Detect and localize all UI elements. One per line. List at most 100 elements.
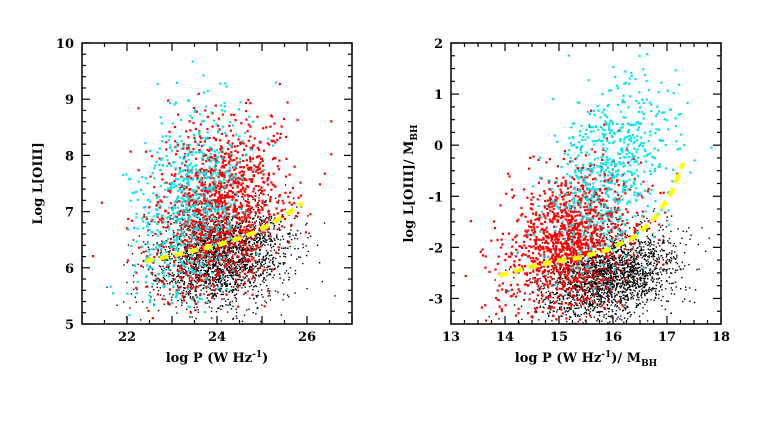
- scatter-point-black: [262, 235, 265, 238]
- scatter-point-black: [227, 259, 229, 261]
- scatter-point-black: [250, 195, 253, 197]
- scatter-point-red: [223, 236, 226, 239]
- scatter-point-black: [232, 251, 234, 253]
- scatter-point-black: [229, 240, 231, 242]
- scatter-point-red: [156, 248, 159, 251]
- scatter-point-cyan: [205, 197, 208, 200]
- scatter-point-black: [255, 312, 257, 315]
- scatter-point-cyan: [165, 154, 168, 158]
- scatter-point-black: [159, 294, 162, 296]
- scatter-point-black: [240, 233, 242, 235]
- scatter-point-black: [210, 256, 213, 258]
- scatter-point-black: [570, 275, 572, 277]
- scatter-point-cyan: [176, 219, 179, 222]
- scatter-point-black: [588, 290, 590, 293]
- scatter-point-black: [236, 278, 239, 281]
- scatter-point-black: [209, 276, 212, 278]
- scatter-point-red: [151, 317, 154, 320]
- scatter-point-cyan: [154, 164, 157, 167]
- scatter-point-cyan: [187, 158, 190, 161]
- right-points: [464, 53, 713, 324]
- scatter-point-black: [262, 259, 264, 261]
- scatter-point-black: [226, 250, 228, 252]
- scatter-point-black: [212, 293, 214, 295]
- scatter-point-red: [152, 261, 155, 264]
- scatter-point-red: [214, 104, 217, 107]
- scatter-point-red: [226, 195, 229, 198]
- scatter-point-red: [272, 134, 275, 137]
- scatter-point-black: [628, 285, 631, 287]
- scatter-point-cyan: [172, 183, 175, 186]
- scatter-point-black: [201, 266, 203, 268]
- scatter-point-red: [245, 251, 248, 254]
- scatter-point-black: [270, 238, 273, 241]
- scatter-point-black: [223, 251, 226, 253]
- scatter-point-black: [282, 262, 284, 264]
- scatter-point-red: [250, 177, 253, 181]
- scatter-point-black: [563, 308, 566, 310]
- scatter-point-black: [280, 220, 282, 223]
- scatter-point-red: [258, 163, 261, 166]
- scatter-point-black: [232, 224, 234, 227]
- scatter-point-black: [610, 267, 612, 270]
- scatter-point-red: [217, 233, 220, 236]
- scatter-point-cyan: [167, 187, 170, 190]
- scatter-point-black: [558, 276, 561, 279]
- scatter-point-cyan: [196, 200, 200, 203]
- scatter-point-black: [209, 287, 211, 290]
- scatter-point-black: [133, 288, 135, 291]
- scatter-point-black: [643, 258, 645, 260]
- scatter-point-cyan: [170, 182, 173, 185]
- scatter-point-black: [253, 286, 255, 288]
- scatter-point-red: [219, 148, 222, 151]
- scatter-point-red: [196, 257, 200, 260]
- scatter-point-red: [228, 195, 232, 198]
- scatter-point-black: [189, 283, 191, 285]
- scatter-point-black: [573, 262, 575, 264]
- scatter-point-red: [230, 184, 233, 187]
- scatter-point-black: [222, 269, 224, 271]
- scatter-point-cyan: [217, 228, 220, 231]
- scatter-point-black: [224, 276, 226, 278]
- scatter-point-black: [273, 274, 275, 276]
- scatter-point-red: [197, 211, 200, 214]
- scatter-point-cyan: [217, 172, 220, 175]
- scatter-point-cyan: [177, 183, 180, 186]
- scatter-point-red: [185, 224, 188, 227]
- scatter-point-black: [208, 251, 210, 253]
- scatter-point-red: [218, 181, 221, 184]
- scatter-point-black: [647, 264, 649, 267]
- scatter-point-black: [488, 315, 490, 318]
- scatter-point-red: [202, 193, 205, 196]
- scatter-point-black: [200, 206, 203, 208]
- scatter-point-cyan: [177, 195, 180, 198]
- scatter-point-cyan: [213, 188, 216, 191]
- scatter-point-cyan: [221, 181, 224, 184]
- scatter-point-cyan: [187, 219, 190, 222]
- scatter-point-black: [264, 218, 267, 220]
- scatter-point-black: [614, 313, 616, 315]
- scatter-point-red: [193, 210, 196, 213]
- scatter-point-cyan: [173, 161, 176, 164]
- scatter-point-red: [209, 168, 213, 171]
- scatter-point-cyan: [234, 174, 237, 177]
- scatter-point-cyan: [238, 135, 241, 138]
- scatter-point-black: [228, 265, 230, 268]
- scatter-point-black: [565, 310, 567, 312]
- scatter-point-black: [305, 224, 307, 226]
- scatter-point-red: [221, 201, 224, 204]
- scatter-point-black: [284, 208, 286, 211]
- scatter-point-cyan: [145, 215, 148, 219]
- scatter-point-black: [223, 283, 226, 285]
- scatter-point-black: [225, 244, 227, 247]
- scatter-point-cyan: [214, 162, 217, 165]
- scatter-point-red: [221, 172, 224, 175]
- scatter-point-black: [166, 283, 169, 285]
- scatter-point-black: [193, 268, 196, 270]
- scatter-point-red: [259, 171, 263, 174]
- scatter-point-cyan: [180, 216, 183, 220]
- scatter-point-cyan: [181, 209, 184, 212]
- scatter-point-black: [607, 270, 610, 272]
- scatter-point-black: [609, 288, 612, 290]
- scatter-point-black: [618, 266, 620, 269]
